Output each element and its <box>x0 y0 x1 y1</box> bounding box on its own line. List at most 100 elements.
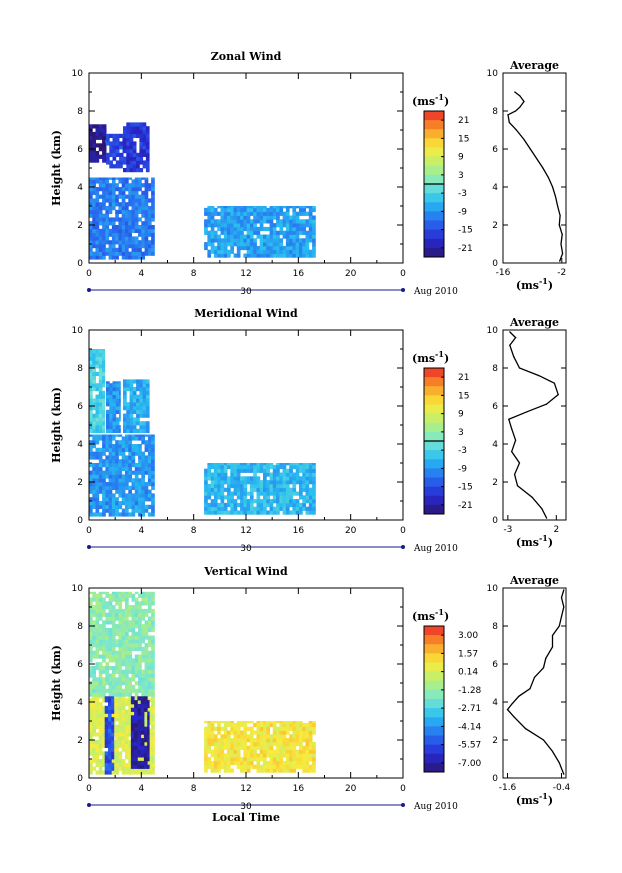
heatmap-cell <box>285 245 290 251</box>
heatmap-cell <box>89 631 93 636</box>
heatmap-cell <box>144 213 149 218</box>
heatmap-cell <box>302 480 306 485</box>
heatmap-cell <box>292 506 297 511</box>
heatmap-cell <box>111 225 116 230</box>
heatmap-cell <box>131 247 136 252</box>
heatmap-cell <box>102 143 106 148</box>
heatmap-cell <box>125 236 129 241</box>
heatmap-cell <box>111 501 116 506</box>
heatmap-cell <box>269 760 274 766</box>
heatmap-cell <box>236 207 241 213</box>
heatmap-cell <box>308 219 313 224</box>
heatmap-cell <box>95 371 100 376</box>
heatmap-cell <box>131 459 136 464</box>
heatmap-cell <box>230 721 234 724</box>
heatmap-cell <box>115 177 119 180</box>
heatmap-cell <box>233 722 238 728</box>
heatmap-cell <box>151 478 155 483</box>
heatmap-cell <box>246 760 251 766</box>
heatmap-cell <box>236 738 241 743</box>
heatmap-cell <box>102 360 106 365</box>
heatmap-cell <box>151 766 155 771</box>
heatmap-cell <box>89 743 93 748</box>
heatmap-cell <box>282 738 287 743</box>
heatmap-cell <box>105 501 110 506</box>
heatmap-cell <box>141 654 145 659</box>
heatmap-cell <box>305 738 310 743</box>
heatmap-cell <box>118 624 123 629</box>
colorbar-segment <box>424 156 444 167</box>
heatmap-cell <box>292 464 297 470</box>
heatmap-cell <box>269 506 274 511</box>
heatmap-cell <box>125 721 129 726</box>
heatmap-cell <box>299 510 303 515</box>
heatmap-cell <box>92 198 96 203</box>
heatmap-cell <box>249 745 254 750</box>
heatmap-cell <box>230 238 234 243</box>
heatmap-cell <box>292 226 297 232</box>
heatmap-cell <box>89 482 93 487</box>
colorbar-segment <box>424 220 444 231</box>
heatmap-cell <box>121 202 126 207</box>
heatmap-cell <box>109 141 113 146</box>
heatmap-cell <box>147 228 152 233</box>
y-tick-label: 0 <box>77 259 83 269</box>
heatmap-cell <box>141 232 145 237</box>
heatmap-cell <box>144 669 149 674</box>
heatmap-cell <box>111 485 116 490</box>
heatmap-cell <box>312 502 316 508</box>
heatmap-cell <box>121 482 126 487</box>
heatmap-cell <box>246 721 251 724</box>
heatmap-cell <box>305 223 310 228</box>
heatmap-cell <box>95 616 100 621</box>
heatmap-cell <box>139 413 144 418</box>
heatmap-cell <box>106 394 110 399</box>
heatmap-cell <box>95 639 100 644</box>
heatmap-cell <box>136 126 140 131</box>
heatmap-cell <box>220 745 225 750</box>
heatmap-cell <box>131 493 136 498</box>
heatmap-cell <box>95 762 100 767</box>
heatmap-cell <box>207 764 212 769</box>
colorbar-unit: (ms-1) <box>412 92 449 108</box>
heatmap-cell <box>108 512 113 517</box>
heatmap-cell <box>102 650 106 655</box>
heatmap-cell <box>263 206 267 209</box>
heatmap-cell <box>138 482 142 487</box>
heatmap-cell <box>95 225 100 230</box>
heatmap-cell <box>147 232 152 237</box>
heatmap-cell <box>220 253 225 258</box>
heatmap-cell <box>147 669 152 674</box>
heatmap-cell <box>220 510 225 515</box>
heatmap-cell <box>227 234 231 239</box>
heatmap-cell <box>220 211 225 216</box>
heatmap-cell <box>95 349 100 354</box>
heatmap-cell <box>119 164 123 169</box>
heatmap-cell <box>131 190 136 195</box>
heatmap-cell <box>92 349 96 354</box>
heatmap-cell <box>276 502 280 508</box>
heatmap-cell <box>111 474 116 479</box>
heatmap-cell <box>126 413 130 418</box>
heatmap-cell <box>210 506 215 511</box>
profile-point <box>514 91 516 93</box>
heatmap-cell <box>217 211 221 216</box>
heatmap-cell <box>102 371 106 376</box>
heatmap-cell <box>115 133 120 138</box>
heatmap-cell <box>207 491 212 496</box>
heatmap-cell <box>121 451 126 456</box>
colorbar-segment <box>424 202 444 212</box>
heatmap-cell <box>279 764 284 769</box>
heatmap-cell <box>130 719 135 724</box>
heatmap-cell <box>89 364 93 369</box>
heatmap-cell <box>132 379 137 384</box>
heatmap-cell <box>312 749 316 754</box>
heatmap-cell <box>147 624 152 629</box>
heatmap-cell <box>98 255 103 260</box>
heatmap-cell <box>269 483 274 489</box>
heatmap-cell <box>89 474 93 479</box>
heatmap-cell <box>102 417 106 422</box>
heatmap-cell <box>89 736 93 741</box>
heatmap-cell <box>115 770 119 775</box>
